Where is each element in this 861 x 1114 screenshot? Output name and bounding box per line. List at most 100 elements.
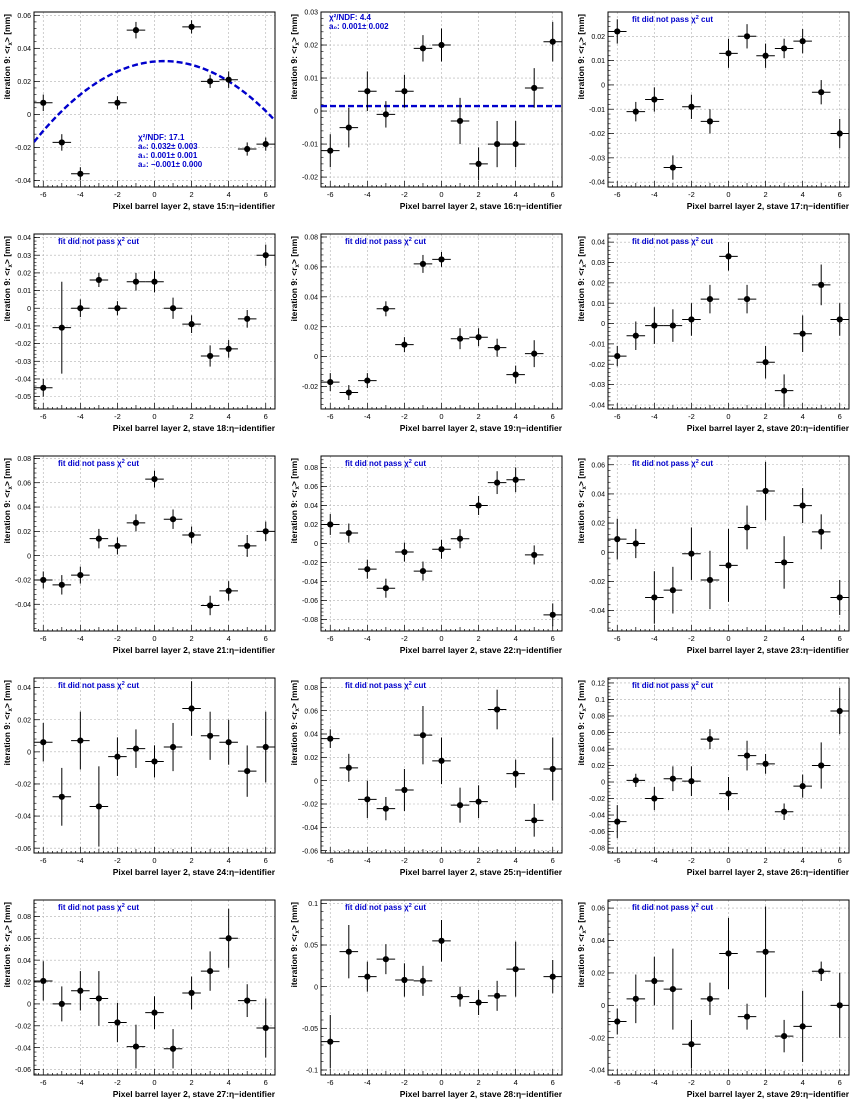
data-point [132, 519, 140, 526]
data-point [262, 528, 269, 535]
y-tick-label: 0 [27, 553, 31, 560]
data-point [262, 1024, 269, 1032]
data-point [475, 798, 482, 805]
x-tick-label: -4 [77, 856, 84, 865]
chart-panel: -6 -4 -2 0 2 4 6 -0.02 -0.01 0 0.01 0.02 0.03 Pixel b… [287, 0, 574, 222]
x-tick-label: -6 [40, 856, 47, 865]
data-point [688, 778, 695, 785]
data-point [456, 117, 464, 125]
x-tick-label: 2 [189, 856, 193, 865]
data-point [725, 562, 732, 569]
data-point [401, 341, 408, 348]
x-tick-label: 2 [476, 190, 480, 199]
x-tick-label: 4 [227, 190, 231, 199]
x-tick-label: 0 [152, 1078, 156, 1087]
x-tick-label: -6 [40, 1078, 47, 1087]
data-point [327, 1038, 334, 1045]
data-point [614, 352, 621, 360]
x-tick-label: 0 [152, 190, 156, 199]
x-axis-label: Pixel barrel layer 2, stave 24:η−identif… [113, 867, 276, 877]
y-tick-label: -0.05 [302, 1026, 318, 1033]
data-point [762, 52, 769, 59]
fit-result-line: a₀: 0.032± 0.003 [138, 142, 198, 151]
y-tick-label: 0.06 [591, 462, 605, 469]
y-tick-label: 0.08 [591, 714, 605, 721]
data-point [438, 41, 445, 49]
data-point [494, 140, 501, 148]
x-tick-label: -6 [614, 190, 621, 199]
data-point [512, 770, 519, 777]
chart-panel: -6 -4 -2 0 2 4 6 -0.1 -0.05 0 0.05 0.1 Pixel barrel … [287, 888, 574, 1110]
chart-svg: -6 -4 -2 0 2 4 6 -0.04 -0.02 0 0.02 0.04 0.06 0.08 Pix… [2, 455, 276, 655]
data-point [781, 387, 788, 394]
y-tick-label: -0.04 [589, 813, 605, 820]
y-tick-label: 0.02 [17, 270, 31, 277]
y-tick-label: 0 [27, 112, 31, 119]
data-point [781, 1033, 788, 1040]
data-point [262, 252, 269, 259]
fit-status-label: fit did not pass χ2 cut [58, 237, 139, 246]
data-point [419, 732, 427, 739]
fit-status-label: fit did not pass χ2 cut [58, 681, 139, 690]
y-tick-label: 0.02 [17, 529, 31, 536]
x-axis-label: Pixel barrel layer 2, stave 27:η−identif… [113, 1089, 276, 1099]
y-tick-label: -0.01 [589, 107, 605, 114]
x-tick-label: -6 [40, 412, 47, 421]
data-point [207, 78, 214, 85]
x-tick-label: -2 [688, 190, 695, 199]
data-point [95, 276, 102, 284]
fit-status-label: fit did not pass χ2 cut [58, 459, 139, 468]
y-axis-label: iteration 9: <rx> [mm] [576, 458, 588, 544]
y-tick-label: -0.02 [15, 341, 31, 348]
x-axis-label: Pixel barrel layer 2, stave 15:η−identif… [113, 201, 276, 211]
y-tick-label: 0.02 [17, 717, 31, 724]
x-axis-label: Pixel barrel layer 2, stave 23:η−identif… [687, 645, 850, 655]
data-point [669, 164, 676, 171]
data-point [58, 793, 65, 800]
fit-status-label: fit did not pass χ2 cut [345, 903, 426, 912]
data-point [419, 977, 427, 984]
data-point [95, 995, 102, 1002]
data-point [743, 33, 751, 40]
fit-result-line: a₀: 0.001± 0.002 [329, 22, 389, 31]
x-tick-label: 0 [439, 856, 443, 865]
y-tick-label: 0.06 [591, 906, 605, 913]
data-point [95, 535, 102, 542]
data-point [401, 976, 408, 984]
data-point [614, 28, 621, 35]
y-tick-label: 0.01 [304, 76, 318, 83]
fit-status-label: fit did not pass χ2 cut [345, 237, 426, 246]
data-point [382, 111, 389, 118]
y-axis-label: iteration 9: <rx> [mm] [289, 902, 301, 988]
data-point [114, 753, 121, 760]
data-point [188, 23, 195, 30]
y-tick-label: 0.04 [304, 503, 318, 510]
x-tick-label: 0 [726, 190, 730, 199]
chart-panel: -6 -4 -2 0 2 4 6 -0.04 -0.02 0 0.02 0.04 0.06 Pixel b… [0, 0, 287, 222]
data-point [132, 278, 140, 285]
x-tick-label: 4 [227, 856, 231, 865]
data-point [345, 948, 352, 955]
fit-status-label: fit did not pass χ2 cut [345, 681, 426, 690]
data-point [244, 542, 251, 550]
data-point [512, 966, 519, 973]
y-axis-label: iteration 9: <rx> [mm] [289, 458, 301, 544]
y-tick-label: 0.02 [591, 971, 605, 978]
x-tick-label: 6 [264, 856, 268, 865]
y-tick-label: -0.02 [589, 362, 605, 369]
y-tick-label: 0.06 [304, 484, 318, 491]
data-point [818, 968, 825, 975]
data-point [688, 316, 695, 323]
x-tick-label: -2 [401, 634, 408, 643]
chart-panel: -6 -4 -2 0 2 4 6 -0.04 -0.02 0 0.02 0.04 0.06 Pixel b… [574, 888, 861, 1110]
data-point [345, 124, 352, 131]
x-tick-label: 6 [838, 634, 842, 643]
x-axis-label: Pixel barrel layer 2, stave 20:η−identif… [687, 423, 850, 433]
data-point [207, 602, 214, 609]
fit-status-label: fit did not pass χ2 cut [58, 903, 139, 912]
data-point [77, 305, 84, 312]
x-tick-label: -4 [77, 1078, 84, 1087]
data-point [58, 1000, 65, 1008]
data-point [706, 118, 714, 125]
